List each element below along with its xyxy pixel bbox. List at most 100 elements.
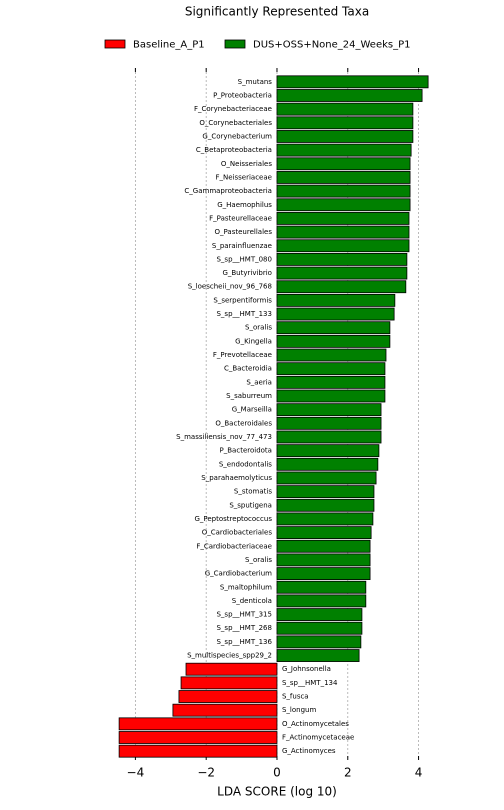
bar bbox=[276, 116, 414, 130]
legend-swatch bbox=[104, 39, 126, 49]
bar-label: G_Corynebacterium bbox=[202, 132, 272, 140]
bar bbox=[118, 731, 278, 744]
bar bbox=[276, 348, 387, 362]
bar bbox=[276, 375, 386, 389]
bar-label: O_Cardiobacteriales bbox=[202, 529, 273, 537]
bar bbox=[276, 280, 407, 294]
bar-label: P_Proteobacteria bbox=[213, 91, 272, 99]
bar-label: S_longum bbox=[282, 706, 316, 714]
bar-label: G_Peptostreptococcus bbox=[194, 515, 272, 523]
bar-label: G_Johnsonella bbox=[282, 665, 331, 673]
bar bbox=[276, 635, 362, 649]
bar bbox=[276, 143, 412, 157]
x-axis-label: LDA SCORE (log 10) bbox=[217, 785, 337, 799]
bar-label: S_saburreum bbox=[226, 392, 272, 400]
bar-label: O_Neisseriales bbox=[221, 160, 272, 168]
bar bbox=[276, 130, 414, 143]
bar-label: S_parainfluenzae bbox=[212, 242, 272, 250]
bar-label: C_Betaproteobacteria bbox=[196, 146, 272, 154]
bar-label: F_Corynebacteriaceae bbox=[194, 105, 272, 113]
bar bbox=[276, 102, 414, 116]
bar bbox=[172, 703, 278, 717]
bar-label: G_Butyrivibrio bbox=[222, 269, 272, 277]
bar bbox=[276, 526, 372, 540]
bar-label: S_oralis bbox=[245, 324, 272, 332]
bar bbox=[276, 403, 382, 417]
bar bbox=[118, 744, 278, 758]
bar-label: O_Corynebacteriales bbox=[199, 119, 272, 127]
bar bbox=[276, 157, 411, 171]
bar-label: S_sp__HMT_315 bbox=[216, 611, 271, 619]
bar bbox=[276, 239, 410, 253]
bar-label: S_stomatis bbox=[234, 488, 272, 496]
bar-label: G_Haemophilus bbox=[217, 201, 272, 209]
bar bbox=[185, 662, 278, 676]
bar-label: S_sp__HMT_133 bbox=[216, 310, 271, 318]
bar bbox=[276, 471, 377, 485]
bar-label: F_Neisseriaceae bbox=[215, 173, 271, 181]
bar-label: S_serpentiformis bbox=[213, 296, 272, 304]
bar bbox=[178, 690, 278, 703]
bar-label: F_Prevotellaceae bbox=[213, 351, 272, 359]
bar bbox=[276, 621, 363, 635]
bar bbox=[276, 457, 379, 471]
bar-label: C_Bacteroidia bbox=[224, 365, 272, 373]
bar bbox=[276, 212, 410, 225]
bar bbox=[180, 676, 278, 690]
bar-label: S_sp__HMT_268 bbox=[216, 624, 271, 632]
legend-label: DUS+OSS+None_24_Weeks_P1 bbox=[253, 40, 411, 51]
bar bbox=[276, 539, 371, 553]
bar-label: S_loescheii_nov_96_768 bbox=[188, 283, 272, 291]
bar bbox=[276, 567, 371, 581]
bar-label: O_Actinomycetales bbox=[282, 720, 349, 728]
x-tick-label: 2 bbox=[344, 766, 352, 780]
bar-label: G_Actinomyces bbox=[282, 747, 336, 755]
bar bbox=[276, 608, 363, 621]
x-tick-label: −2 bbox=[197, 766, 215, 780]
bar bbox=[276, 553, 371, 567]
bar-label: S_endodontalis bbox=[219, 460, 272, 468]
bar-label: C_Gammaproteobacteria bbox=[184, 187, 272, 195]
bar bbox=[276, 416, 382, 430]
bar-label: S_mutans bbox=[238, 78, 273, 86]
bar bbox=[276, 594, 367, 608]
bar bbox=[276, 362, 386, 376]
bar bbox=[276, 580, 367, 594]
bar-label: S_sp__HMT_136 bbox=[216, 638, 272, 646]
bar bbox=[276, 444, 380, 458]
bar-label: S_sputigena bbox=[229, 501, 272, 509]
bar bbox=[276, 266, 408, 280]
bar-label: S_multispecies_spp29_2 bbox=[187, 652, 272, 660]
x-tick-label: 4 bbox=[415, 766, 423, 780]
bar bbox=[276, 389, 386, 403]
bar bbox=[276, 512, 374, 526]
legend-swatch bbox=[224, 39, 246, 49]
bar-label: S_denticola bbox=[232, 597, 272, 605]
bar bbox=[276, 485, 375, 499]
bar-label: O_Pasteurellales bbox=[215, 228, 273, 236]
bar bbox=[276, 184, 411, 198]
bar bbox=[276, 430, 382, 444]
bar-label: S_oralis bbox=[245, 556, 272, 564]
x-tick-label: −4 bbox=[127, 766, 145, 780]
bar bbox=[276, 89, 423, 102]
bar-label: F_Actinomycetaceae bbox=[282, 734, 354, 742]
bar bbox=[276, 334, 391, 348]
bar-label: S_sp__HMT_134 bbox=[282, 679, 338, 687]
bar-label: S_aeria bbox=[246, 378, 272, 386]
bar bbox=[276, 198, 411, 212]
bar bbox=[118, 717, 278, 731]
bar-label: S_massiliensis_nov_77_473 bbox=[176, 433, 272, 441]
x-tick-label: 0 bbox=[273, 766, 281, 780]
bar-label: G_Marseilla bbox=[232, 406, 272, 414]
bar-label: S_maltophilum bbox=[220, 583, 272, 591]
bar-label: S_fusca bbox=[282, 693, 309, 701]
bar-label: P_Bacteroidota bbox=[220, 447, 272, 455]
bar bbox=[276, 321, 391, 335]
bar bbox=[276, 171, 411, 184]
bar bbox=[276, 293, 396, 307]
bar bbox=[276, 75, 429, 89]
bar bbox=[276, 252, 408, 266]
bar-label: S_sp__HMT_080 bbox=[216, 255, 271, 263]
